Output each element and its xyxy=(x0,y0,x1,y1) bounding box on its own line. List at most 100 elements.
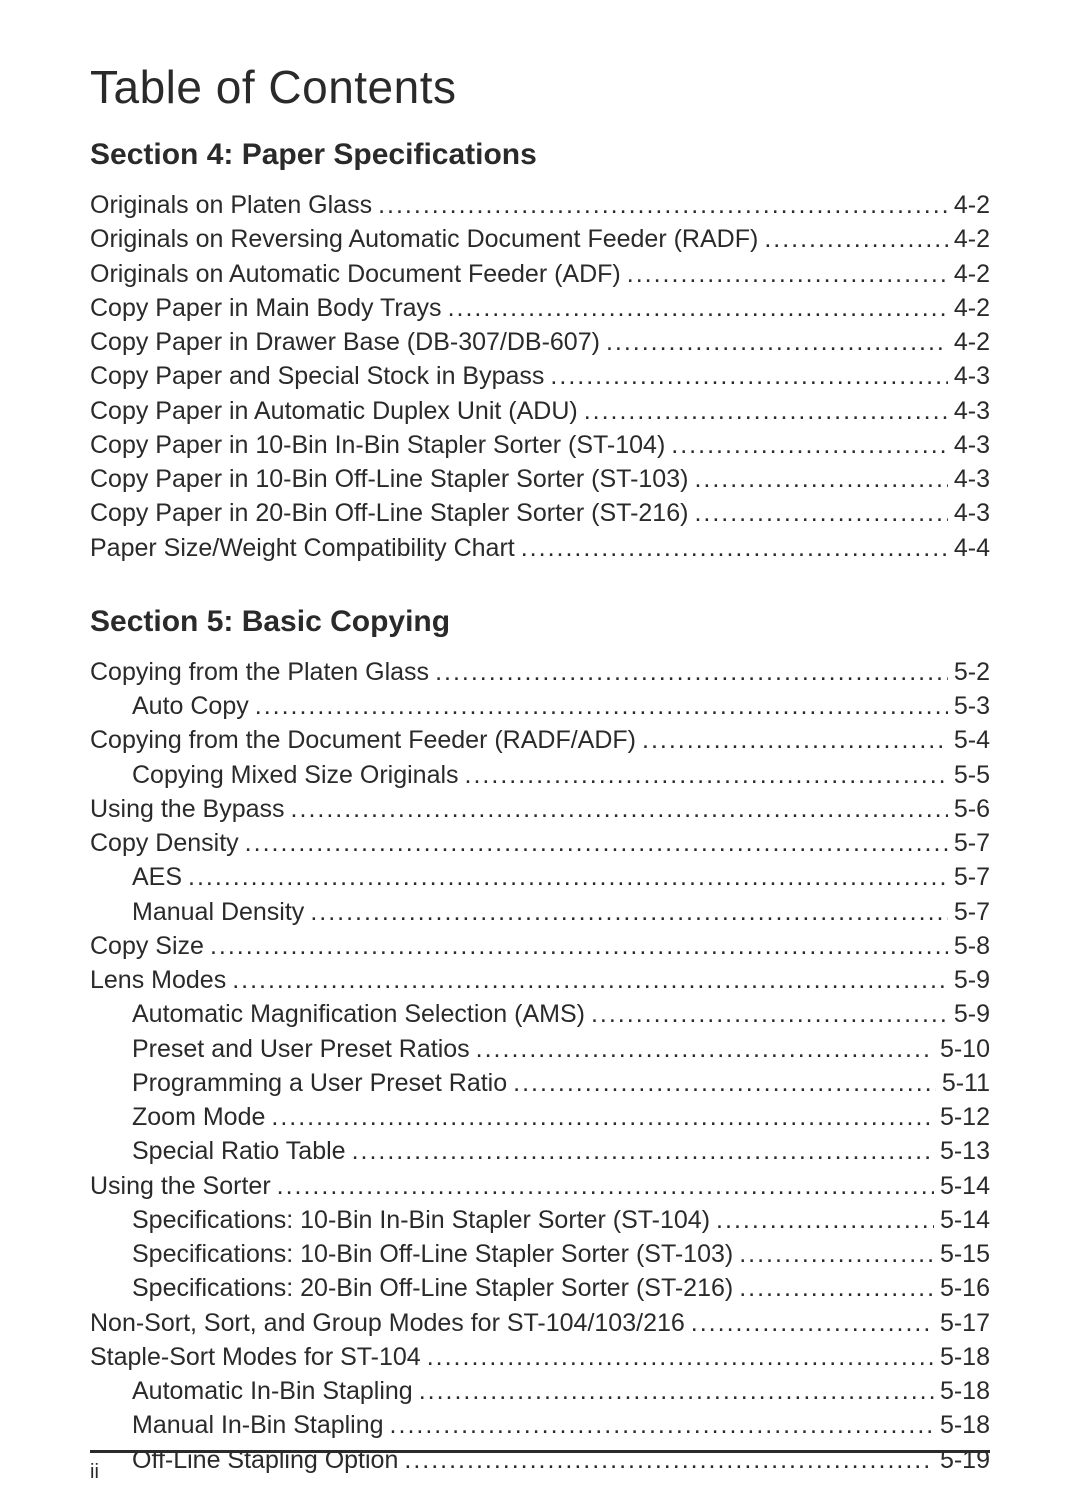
toc-entry-label: Automatic In-Bin Stapling xyxy=(90,1374,413,1408)
toc-entry: Automatic In-Bin Stapling 5-18 xyxy=(90,1374,990,1408)
toc-entry-page: 4-3 xyxy=(954,462,990,496)
toc-entry: Preset and User Preset Ratios 5-10 xyxy=(90,1032,990,1066)
toc-entry-label: Manual Density xyxy=(90,895,304,929)
toc-entry: Copying from the Document Feeder (RADF/A… xyxy=(90,723,990,757)
toc-entry: Special Ratio Table 5-13 xyxy=(90,1134,990,1168)
toc-entry-label: Zoom Mode xyxy=(90,1100,265,1134)
toc-leader-dots xyxy=(232,963,948,997)
toc-entry-page: 5-14 xyxy=(940,1169,990,1203)
toc-entry-page: 5-18 xyxy=(940,1408,990,1442)
toc-entry-label: Originals on Automatic Document Feeder (… xyxy=(90,257,621,291)
toc-entry-label: Copy Paper in 20-Bin Off-Line Stapler So… xyxy=(90,496,688,530)
toc-entry-label: Paper Size/Weight Compatibility Chart xyxy=(90,531,515,565)
toc-leader-dots xyxy=(513,1066,936,1100)
toc-entry: Programming a User Preset Ratio 5-11 xyxy=(90,1066,990,1100)
toc-entry-page: 5-11 xyxy=(942,1066,990,1100)
toc-entry-label: Specifications: 20-Bin Off-Line Stapler … xyxy=(90,1271,733,1305)
toc-entry-page: 5-18 xyxy=(940,1340,990,1374)
toc-entry-label: Copying from the Platen Glass xyxy=(90,655,429,689)
toc-entry: Copy Paper and Special Stock in Bypass 4… xyxy=(90,359,990,393)
toc-entry: Copy Paper in Automatic Duplex Unit (ADU… xyxy=(90,394,990,428)
toc-entry-label: Programming a User Preset Ratio xyxy=(90,1066,507,1100)
toc-entry: Using the Sorter 5-14 xyxy=(90,1169,990,1203)
toc-entry-label: Copy Paper in Drawer Base (DB-307/DB-607… xyxy=(90,325,600,359)
toc-leader-dots xyxy=(694,462,947,496)
toc-entry-page: 5-7 xyxy=(954,860,990,894)
toc-entry-page: 4-2 xyxy=(954,188,990,222)
toc-leader-dots xyxy=(188,860,948,894)
toc-entry: Automatic Magnification Selection (AMS) … xyxy=(90,997,990,1031)
toc-leader-dots xyxy=(739,1271,934,1305)
toc-entry: Using the Bypass 5-6 xyxy=(90,792,990,826)
toc-entry-page: 5-12 xyxy=(940,1100,990,1134)
toc-entry-page: 5-7 xyxy=(954,826,990,860)
toc-entry-label: Auto Copy xyxy=(90,689,249,723)
toc-section-5: Section 5: Basic Copying Copying from th… xyxy=(90,605,990,1477)
toc-entry-page: 5-8 xyxy=(954,929,990,963)
toc-entry-label: Copy Paper in Automatic Duplex Unit (ADU… xyxy=(90,394,578,428)
toc-entry-label: Copying Mixed Size Originals xyxy=(90,758,459,792)
toc-leader-dots xyxy=(627,257,948,291)
toc-leader-dots xyxy=(764,222,948,256)
toc-entry-label: Copy Paper and Special Stock in Bypass xyxy=(90,359,544,393)
toc-entry-label: Preset and User Preset Ratios xyxy=(90,1032,470,1066)
toc-leader-dots xyxy=(435,655,948,689)
toc-entries-list: Originals on Platen Glass 4-2 Originals o… xyxy=(90,188,990,565)
toc-leader-dots xyxy=(427,1340,934,1374)
toc-entry-page: 5-2 xyxy=(954,655,990,689)
toc-entry: Copy Size 5-8 xyxy=(90,929,990,963)
toc-entry-label: Copy Paper in Main Body Trays xyxy=(90,291,442,325)
toc-entry-label: Manual In-Bin Stapling xyxy=(90,1408,384,1442)
toc-entry-page: 5-13 xyxy=(940,1134,990,1168)
toc-entry-page: 4-2 xyxy=(954,257,990,291)
toc-entry: Staple-Sort Modes for ST-104 5-18 xyxy=(90,1340,990,1374)
toc-leader-dots xyxy=(255,689,948,723)
toc-leader-dots xyxy=(642,723,948,757)
toc-entry-label: Non-Sort, Sort, and Group Modes for ST-1… xyxy=(90,1306,685,1340)
toc-entry-label: Using the Sorter xyxy=(90,1169,271,1203)
toc-entry-page: 5-14 xyxy=(940,1203,990,1237)
document-page: Table of Contents Section 4: Paper Speci… xyxy=(0,0,1080,1512)
toc-entry-page: 5-18 xyxy=(940,1374,990,1408)
toc-entry: Specifications: 20-Bin Off-Line Stapler … xyxy=(90,1271,990,1305)
section-heading: Section 5: Basic Copying xyxy=(90,605,990,639)
toc-entry: Non-Sort, Sort, and Group Modes for ST-1… xyxy=(90,1306,990,1340)
toc-entry-page: 5-7 xyxy=(954,895,990,929)
toc-entry-page: 5-17 xyxy=(940,1306,990,1340)
toc-entry-label: Special Ratio Table xyxy=(90,1134,346,1168)
toc-entry: Originals on Platen Glass 4-2 xyxy=(90,188,990,222)
toc-entry: Zoom Mode 5-12 xyxy=(90,1100,990,1134)
toc-entry-page: 4-3 xyxy=(954,359,990,393)
toc-leader-dots xyxy=(352,1134,934,1168)
toc-entry-page: 4-2 xyxy=(954,291,990,325)
toc-entry: Copy Paper in Main Body Trays 4-2 xyxy=(90,291,990,325)
toc-entry: Copying from the Platen Glass 5-2 xyxy=(90,655,990,689)
toc-leader-dots xyxy=(671,428,948,462)
toc-entry-page: 5-4 xyxy=(954,723,990,757)
toc-leader-dots xyxy=(291,792,948,826)
toc-entry-label: Lens Modes xyxy=(90,963,226,997)
toc-entry: Auto Copy 5-3 xyxy=(90,689,990,723)
toc-entry-page: 4-4 xyxy=(954,531,990,565)
page-number: ii xyxy=(90,1461,99,1483)
toc-leader-dots xyxy=(448,291,948,325)
toc-entries-list: Copying from the Platen Glass 5-2Auto Co… xyxy=(90,655,990,1477)
toc-entry: AES 5-7 xyxy=(90,860,990,894)
section-heading: Section 4: Paper Specifications xyxy=(90,138,990,172)
toc-entry-label: Using the Bypass xyxy=(90,792,285,826)
toc-leader-dots xyxy=(378,188,948,222)
toc-leader-dots xyxy=(245,826,948,860)
toc-entry-page: 5-15 xyxy=(940,1237,990,1271)
toc-leader-dots xyxy=(419,1374,934,1408)
toc-leader-dots xyxy=(390,1408,934,1442)
toc-leader-dots xyxy=(739,1237,934,1271)
toc-entry-label: Copy Size xyxy=(90,929,204,963)
page-title: Table of Contents xyxy=(90,60,990,114)
toc-leader-dots xyxy=(591,997,948,1031)
toc-entry-page: 4-3 xyxy=(954,496,990,530)
toc-entry: Copy Paper in 20-Bin Off-Line Stapler So… xyxy=(90,496,990,530)
toc-entry-label: Copy Paper in 10-Bin In-Bin Stapler Sort… xyxy=(90,428,665,462)
toc-entry-page: 5-6 xyxy=(954,792,990,826)
toc-entry: Copying Mixed Size Originals 5-5 xyxy=(90,758,990,792)
toc-entry-page: 5-5 xyxy=(954,758,990,792)
